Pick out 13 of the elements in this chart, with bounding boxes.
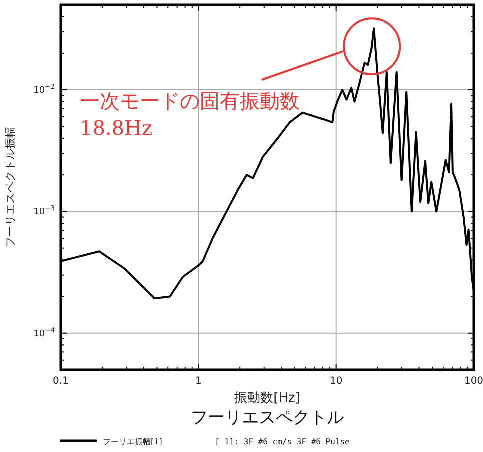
x-tick-label: 10 bbox=[330, 376, 343, 387]
x-tick-label: 1 bbox=[195, 376, 202, 387]
text: フーリエスペクトル bbox=[191, 408, 344, 428]
y-tick-label: 10$^{−2}$ bbox=[34, 83, 55, 96]
x-tick-label: 100 bbox=[464, 376, 483, 387]
x-tick-label: 0.1 bbox=[53, 376, 69, 387]
y-tick-label: 10$^{−4}$ bbox=[34, 326, 55, 340]
x-axis-title: 振動数[Hz] bbox=[234, 391, 300, 406]
text: [ 1]: 3F_#6 cm/s 3F_#6_Pulse bbox=[215, 438, 350, 446]
y-axis-title: フーリエスペクトル振幅 bbox=[4, 127, 17, 248]
annotation: 一次モードの固有振動数 18.8Hz bbox=[80, 89, 300, 140]
y-tick-label: 10$^{−3}$ bbox=[34, 204, 55, 218]
legend-label: フーリエ振幅[1] bbox=[103, 438, 162, 446]
